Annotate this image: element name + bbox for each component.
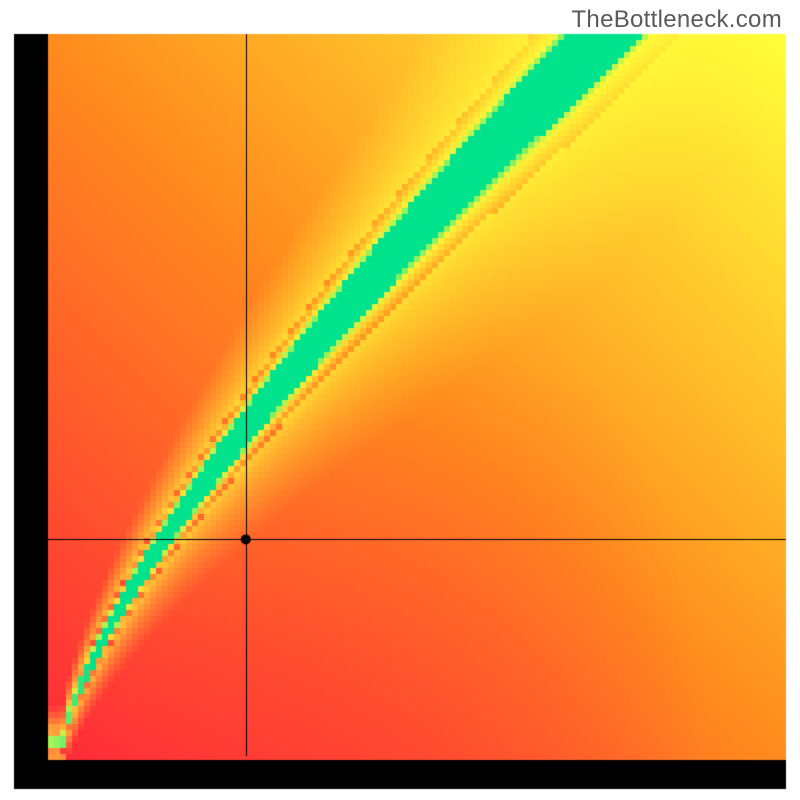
watermark-text: TheBottleneck.com bbox=[571, 6, 782, 34]
chart-container: { "watermark": { "text": "TheBottleneck.… bbox=[0, 0, 800, 800]
bottleneck-heatmap bbox=[0, 0, 800, 800]
